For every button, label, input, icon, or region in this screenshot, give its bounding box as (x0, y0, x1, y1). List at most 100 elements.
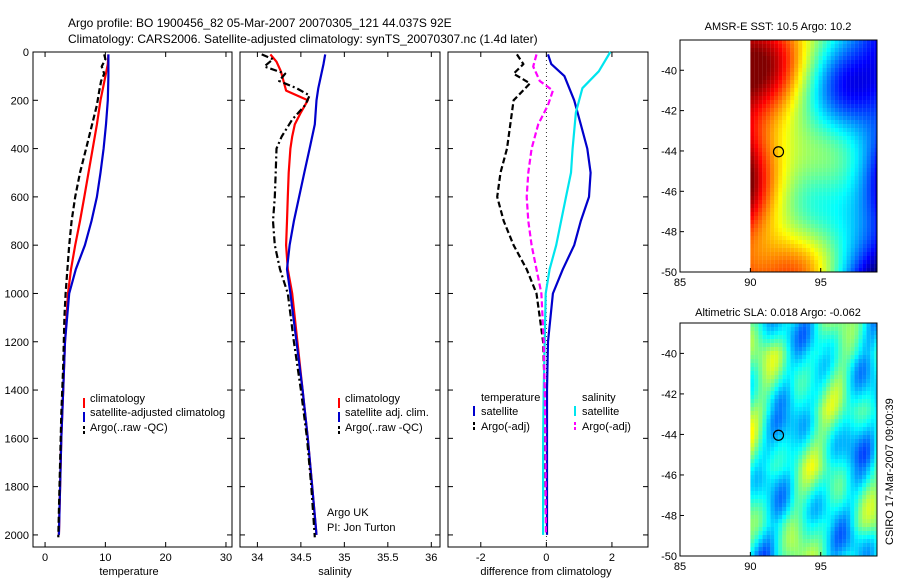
heat-cell (874, 511, 877, 515)
heat-cell (846, 451, 851, 455)
heat-cell (830, 124, 835, 128)
heat-cell (846, 367, 851, 371)
heat-cell (754, 371, 759, 375)
heat-cell (874, 515, 877, 519)
heat-cell (778, 176, 783, 180)
heat-cell (810, 415, 815, 419)
heat-cell (774, 116, 779, 120)
heat-cell (770, 395, 775, 399)
heat-cell (802, 252, 807, 256)
heat-cell (850, 140, 855, 144)
heat-cell (750, 248, 755, 252)
heat-cell (862, 411, 867, 415)
sla-map-frame (679, 322, 878, 557)
heat-cell (866, 543, 871, 547)
heat-cell (854, 447, 859, 451)
heat-cell (754, 387, 759, 391)
heat-cell (802, 148, 807, 152)
heat-cell (818, 148, 823, 152)
heat-cell (826, 367, 831, 371)
heat-cell (862, 160, 867, 164)
heat-cell (802, 84, 807, 88)
heat-cell (830, 160, 835, 164)
heat-cell (830, 40, 835, 44)
heat-cell (814, 76, 819, 80)
heat-cell (774, 495, 779, 499)
heat-cell (814, 104, 819, 108)
heat-cell (774, 335, 779, 339)
heat-cell (750, 379, 755, 383)
heat-cell (874, 148, 877, 152)
heat-cell (802, 487, 807, 491)
heat-cell (770, 351, 775, 355)
heat-cell (786, 543, 791, 547)
heat-cell (790, 419, 795, 423)
heat-cell (858, 204, 863, 208)
heat-cell (870, 212, 875, 216)
x-tick-label: 2 (609, 552, 615, 564)
heat-cell (798, 355, 803, 359)
heat-cell (790, 475, 795, 479)
heat-cell (850, 487, 855, 491)
heat-cell (794, 447, 799, 451)
heat-cell (798, 371, 803, 375)
heat-cell (810, 547, 815, 551)
heat-cell (758, 72, 763, 76)
heat-cell (826, 232, 831, 236)
heat-cell (754, 204, 759, 208)
heat-cell (774, 399, 779, 403)
heat-cell (862, 439, 867, 443)
heat-cell (754, 132, 759, 136)
heat-cell (786, 535, 791, 539)
heat-cell (770, 92, 775, 96)
heat-cell (866, 423, 871, 427)
heat-cell (838, 172, 843, 176)
heat-cell (818, 511, 823, 515)
heat-cell (754, 220, 759, 224)
heat-cell (786, 88, 791, 92)
heat-cell (806, 367, 811, 371)
heat-cell (830, 140, 835, 144)
heat-cell (826, 371, 831, 375)
heat-cell (774, 359, 779, 363)
heat-cell (790, 176, 795, 180)
heat-cell (814, 232, 819, 236)
heat-cell (794, 156, 799, 160)
heat-cell (818, 423, 823, 427)
heat-cell (862, 120, 867, 124)
heat-cell (802, 144, 807, 148)
heat-cell (794, 331, 799, 335)
heat-cell (862, 224, 867, 228)
heat-cell (818, 248, 823, 252)
heat-cell (838, 543, 843, 547)
heat-cell (842, 375, 847, 379)
heat-cell (754, 84, 759, 88)
heat-cell (854, 475, 859, 479)
heat-cell (786, 128, 791, 132)
heat-cell (786, 387, 791, 391)
heat-cell (842, 431, 847, 435)
heat-cell (818, 487, 823, 491)
heat-cell (830, 323, 835, 327)
heat-cell (810, 232, 815, 236)
heat-cell (874, 100, 877, 104)
heat-cell (802, 515, 807, 519)
heat-cell (762, 100, 767, 104)
heat-cell (790, 355, 795, 359)
heat-cell (834, 132, 839, 136)
heat-cell (858, 399, 863, 403)
heat-cell (786, 260, 791, 264)
heat-cell (830, 128, 835, 132)
heat-cell (842, 403, 847, 407)
heat-cell (830, 375, 835, 379)
heat-cell (854, 212, 859, 216)
heat-cell (854, 539, 859, 543)
heat-cell (774, 168, 779, 172)
heat-cell (858, 451, 863, 455)
heat-cell (850, 92, 855, 96)
heat-cell (806, 491, 811, 495)
heat-cell (786, 144, 791, 148)
heat-cell (750, 156, 755, 160)
heat-cell (874, 72, 877, 76)
heat-cell (850, 507, 855, 511)
